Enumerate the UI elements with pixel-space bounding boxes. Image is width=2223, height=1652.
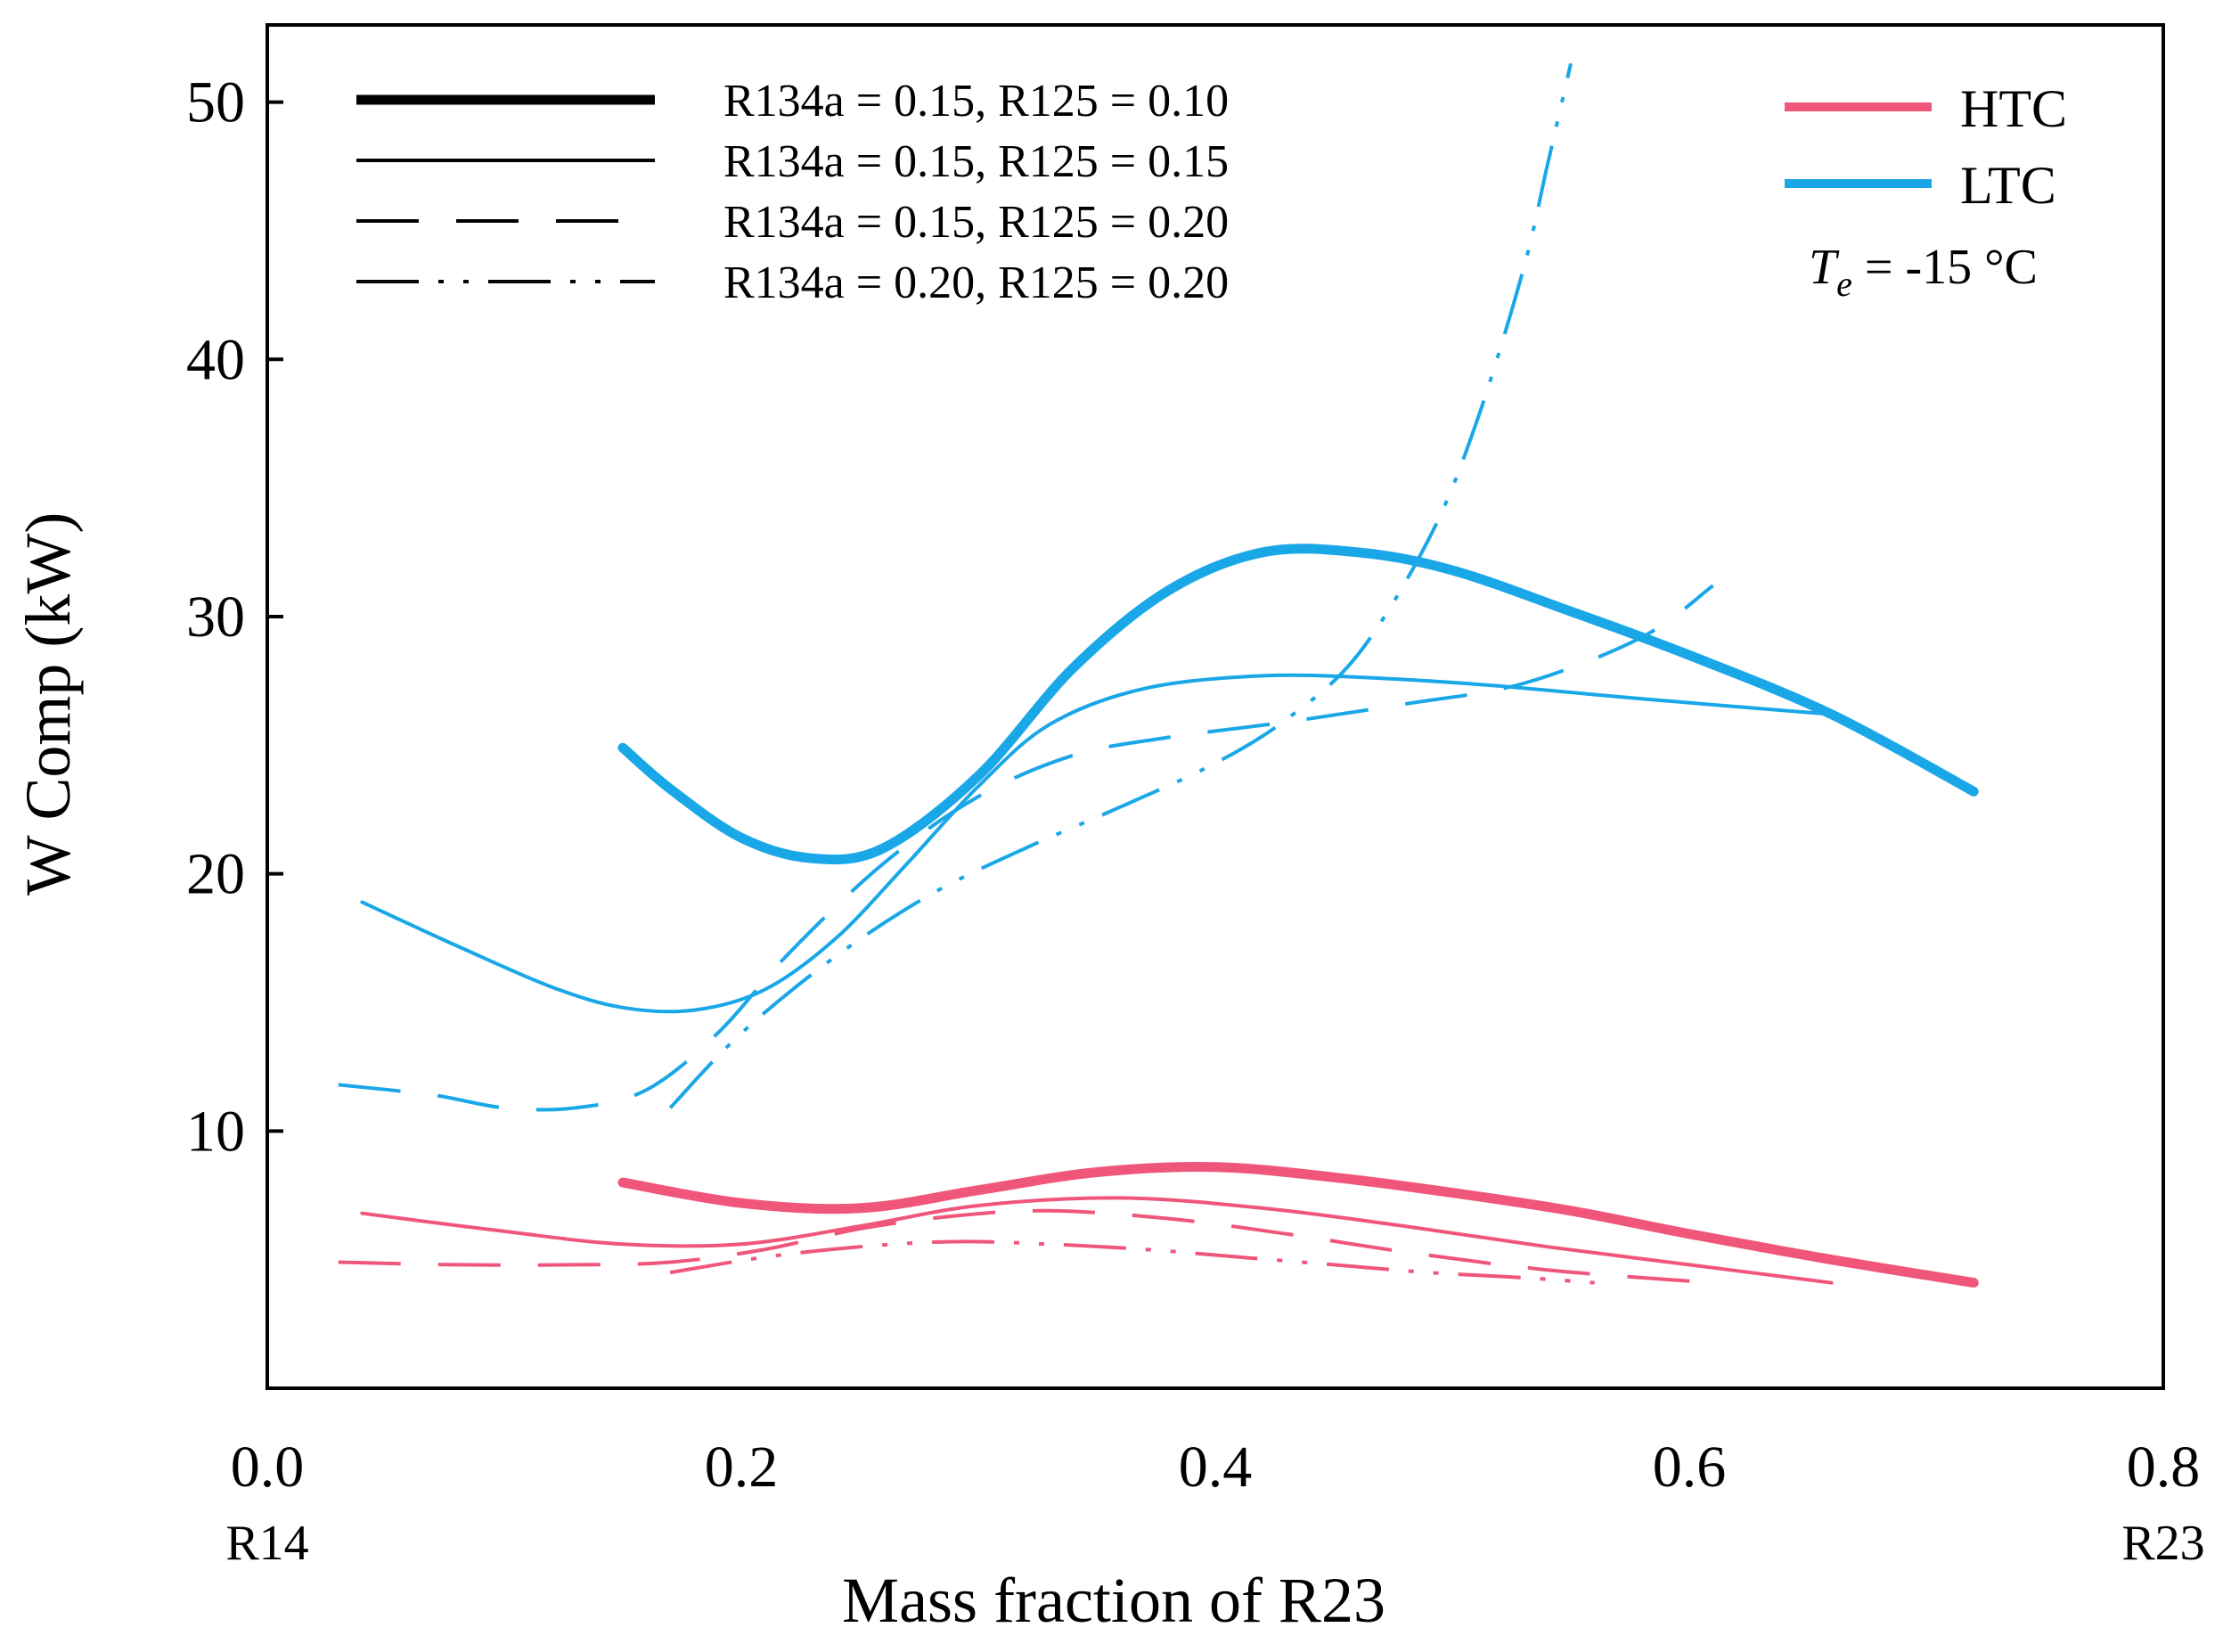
annotation-subscript: e — [1836, 264, 1852, 304]
series-line-ltc-dashed — [338, 584, 1714, 1112]
series-layer — [338, 62, 1979, 1288]
series-line-htc-thin — [360, 1196, 1834, 1285]
x-axis-title: Mass fraction of R23 — [842, 1565, 1385, 1636]
series-line-htc-thick — [617, 1162, 1979, 1288]
legend-styles: R134a = 0.15, R125 = 0.10 R134a = 0.15, R… — [356, 76, 1229, 308]
x-tick-label: 0.6 — [1653, 1435, 1727, 1500]
y-axis-title: W Comp (kW) — [12, 512, 84, 896]
legend-cycles: HTC LTC — [1785, 79, 2067, 215]
x-tick-label: 0.0 — [231, 1435, 305, 1500]
temperature-annotation: Te = -15 °C — [1809, 240, 2038, 304]
y-tick-label: 30 — [186, 585, 245, 650]
y-tick-label: 50 — [186, 70, 245, 135]
series-line-htc-dashed — [338, 1208, 1713, 1285]
x-tick-label: 0.2 — [705, 1435, 779, 1500]
series-line-ltc-dashdotdot — [668, 62, 1573, 1109]
x-tick-sublabel: R23 — [2121, 1516, 2204, 1571]
x-tick-label: 0.4 — [1179, 1435, 1253, 1500]
legend-style-label: R134a = 0.15, R125 = 0.20 — [723, 197, 1229, 248]
y-tick-label: 20 — [186, 842, 245, 907]
legend-cycle-label: HTC — [1960, 79, 2067, 138]
plot-frame — [266, 23, 2165, 1390]
legend-cycle-label: LTC — [1960, 156, 2056, 215]
annotation-prefix: T — [1809, 240, 1840, 295]
annotation-suffix: = -15 °C — [1852, 240, 2038, 295]
tick-layer: 0.0 R14 0.2 0.4 0.6 0.8 R23 10 20 30 40 50 — [186, 70, 2205, 1571]
y-tick-label: 10 — [186, 1099, 245, 1164]
series-line-ltc-thick — [617, 544, 1979, 865]
legend-style-label: R134a = 0.20, R125 = 0.20 — [723, 258, 1229, 308]
legend-style-label: R134a = 0.15, R125 = 0.10 — [723, 76, 1229, 127]
series-line-htc-dashdotdot — [669, 1239, 1595, 1285]
x-tick-label: 0.8 — [2127, 1435, 2201, 1500]
x-tick-sublabel: R14 — [225, 1516, 308, 1571]
y-tick-label: 40 — [186, 327, 245, 392]
legend-style-label: R134a = 0.15, R125 = 0.15 — [723, 136, 1229, 187]
series-line-ltc-thin — [360, 673, 1834, 1014]
